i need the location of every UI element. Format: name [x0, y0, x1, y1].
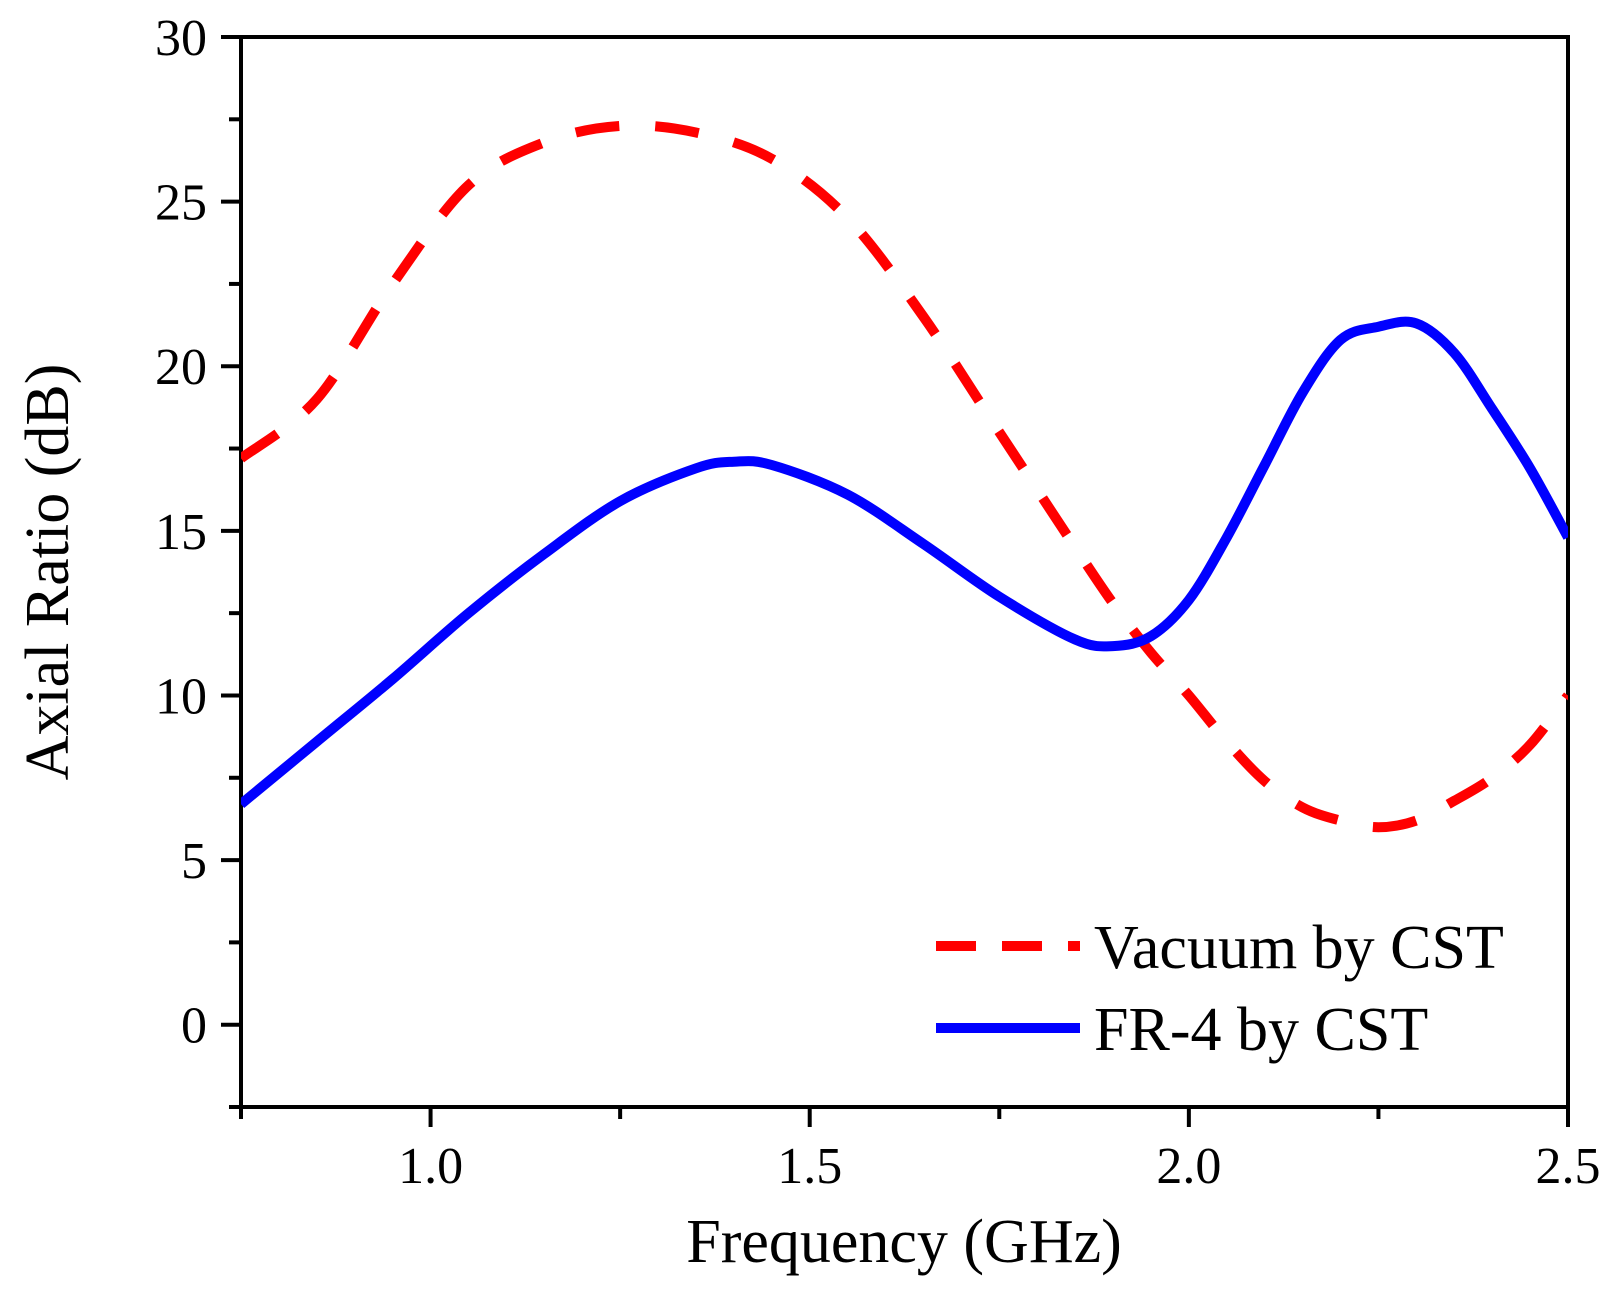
y-tick-label: 20	[155, 339, 207, 396]
y-tick-label: 15	[155, 504, 207, 561]
y-tick-label: 10	[155, 668, 207, 725]
y-tick-label: 5	[181, 833, 207, 890]
legend-label-vacuum: Vacuum by CST	[1094, 914, 1504, 982]
x-tick-label: 1.0	[398, 1138, 463, 1195]
y-tick-label: 25	[155, 175, 207, 232]
y-axis-ticks: 0 5 10 15 20 25 30	[155, 10, 241, 1109]
x-axis-ticks: 1.0 1.5 2.0 2.5	[239, 1107, 1601, 1195]
x-tick-label: 2.0	[1156, 1138, 1221, 1195]
legend-label-fr4: FR-4 by CST	[1094, 996, 1428, 1064]
x-axis-title: Frequency (GHz)	[686, 1208, 1122, 1276]
series-layer	[241, 120, 1568, 833]
series-line-vacuum	[241, 120, 1568, 833]
legend: Vacuum by CST FR-4 by CST	[936, 914, 1504, 1064]
y-tick-label: 30	[155, 10, 207, 67]
y-axis-title: Axial Ratio (dB)	[14, 364, 82, 781]
x-tick-label: 2.5	[1536, 1138, 1601, 1195]
x-tick-label: 1.5	[777, 1138, 842, 1195]
series-line-fr4	[241, 316, 1568, 808]
plot-frame	[239, 35, 1570, 1109]
y-tick-label: 0	[181, 998, 207, 1055]
